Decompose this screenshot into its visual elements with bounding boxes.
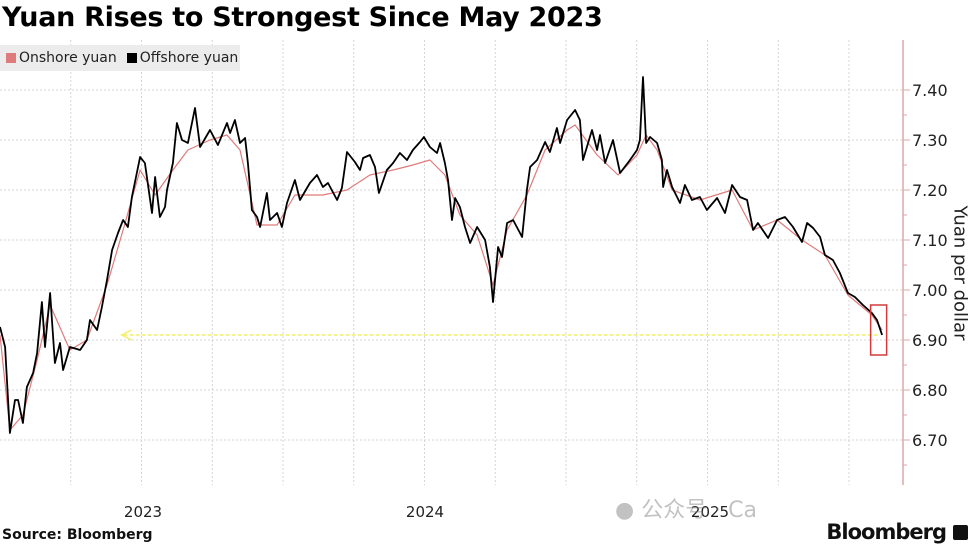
series-line-offshore [0,76,883,434]
y-tick-label: 7.10 [912,231,948,250]
y-tick-label: 7.20 [912,181,948,200]
y-tick-label: 7.30 [912,131,948,150]
bloomberg-terminal-icon [953,525,968,540]
legend-swatch-offshore [126,53,137,63]
highlight-box [869,304,888,356]
y-tick-label: 6.90 [912,331,948,350]
reference-arrow-head [120,329,133,341]
watermark: ● 公众号 · Ca [615,498,758,523]
legend: Onshore yuan Offshore yuan [0,45,240,71]
bloomberg-logo: Bloomberg [826,520,947,544]
legend-label-onshore: Onshore yuan [19,50,117,66]
x-tick-label: 2025 [690,503,730,521]
series-line-onshore [0,124,883,431]
x-tick-label: 2023 [123,503,163,521]
legend-swatch-onshore [6,53,16,63]
x-tick-label: 2024 [405,503,445,521]
chart-title: Yuan Rises to Strongest Since May 2023 [2,2,603,33]
legend-label-offshore: Offshore yuan [139,50,239,66]
source-note: Source: Bloomberg [2,527,153,543]
y-tick-label: 7.40 [912,81,948,100]
y-axis-label: Yuan per dollar [949,205,971,341]
y-tick-label: 7.00 [912,281,948,300]
y-tick-label: 6.80 [912,381,948,400]
y-tick-label: 6.70 [912,431,948,450]
